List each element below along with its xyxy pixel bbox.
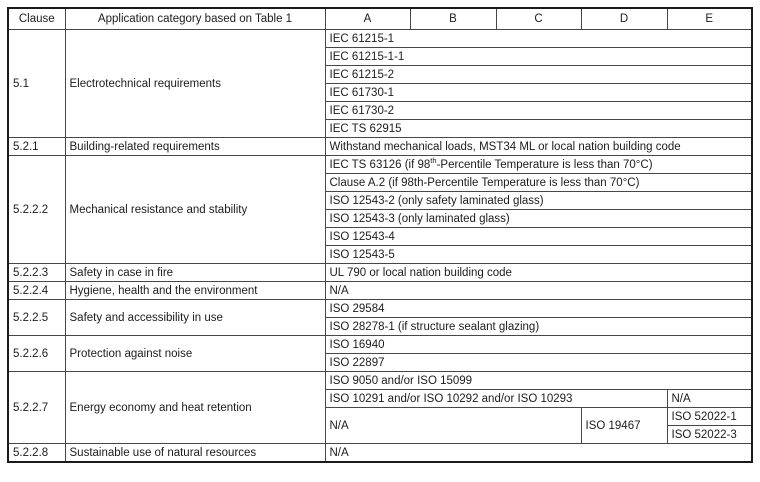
standard-cell: ISO 12543-2 (only safety laminated glass… <box>324 191 753 210</box>
standard-cell: IEC 61215-1-1 <box>324 47 753 66</box>
header-category: Application category based on Table 1 <box>64 7 326 30</box>
table-row: IEC TS 62915 <box>8 119 753 138</box>
standard-cell: IEC 61215-2 <box>324 65 753 84</box>
table-row: ISO 12543-4 <box>8 227 753 246</box>
standard-cell: ISO 28278-1 (if structure sealant glazin… <box>324 317 753 336</box>
category-cell-electrotechnical: Electrotechnical requirements <box>64 29 326 138</box>
table-row: ISO 12543-2 (only safety laminated glass… <box>8 191 753 210</box>
clause-cell-5-2-2-8: 5.2.2.8 <box>7 443 66 463</box>
clause-cell-5-2-2-7: 5.2.2.7 <box>7 371 66 444</box>
standard-cell-col-e: ISO 52022-1 <box>666 407 753 426</box>
table-row: 5.2.2.6 Protection against noise ISO 169… <box>7 335 753 372</box>
header-col-d: D <box>580 7 668 30</box>
superscript-th: th <box>430 155 437 165</box>
table-row: ISO 10291 and/or ISO 10292 and/or ISO 10… <box>8 389 753 408</box>
clause-cell-5-2-2-4: 5.2.2.4 <box>7 281 66 300</box>
table-row: ISO 52022-3 <box>8 425 753 444</box>
header-col-b: B <box>409 7 497 30</box>
table-row: 5.2.2.7 Energy economy and heat retentio… <box>7 371 753 444</box>
standard-cell: ISO 22897 <box>324 353 753 372</box>
category-cell-building: Building-related requirements <box>64 137 326 156</box>
na-cell: N/A <box>324 281 753 300</box>
standard-cell: Withstand mechanical loads, MST34 ML or … <box>324 137 753 156</box>
table-row: N/A ISO 19467 ISO 52022-1 <box>8 407 753 444</box>
standard-cell: ISO 16940 <box>324 335 753 354</box>
table-row: 5.1 Electrotechnical requirements IEC 61… <box>7 29 753 138</box>
category-cell-mechanical: Mechanical resistance and stability <box>64 155 326 264</box>
standards-table: Clause Application category based on Tab… <box>7 7 753 463</box>
table-row: 5.2.2.2 Mechanical resistance and stabil… <box>7 155 753 264</box>
table-row: 5.2.2.4 Hygiene, health and the environm… <box>7 281 753 300</box>
clause-cell-5-2-2-3: 5.2.2.3 <box>7 263 66 282</box>
standard-cell: IEC TS 63126 (if 98th-Percentile Tempera… <box>324 155 753 174</box>
header-col-a: A <box>324 7 411 30</box>
na-cell: N/A <box>324 443 753 463</box>
standard-cell: ISO 10291 and/or ISO 10292 and/or ISO 10… <box>324 389 668 408</box>
standard-cell: IEC 61730-1 <box>324 83 753 102</box>
clause-cell-5-1: 5.1 <box>7 29 66 138</box>
category-cell-fire: Safety in case in fire <box>64 263 326 282</box>
page: Clause Application category based on Tab… <box>7 7 753 463</box>
table-row: ISO 12543-3 (only laminated glass) <box>8 209 753 228</box>
category-cell-energy: Energy economy and heat retention <box>64 371 326 444</box>
na-cell-col-e: N/A <box>666 389 753 408</box>
standard-cell: IEC 61730-2 <box>324 101 753 120</box>
table-row: 5.2.2.3 Safety in case in fire UL 790 or… <box>7 263 753 282</box>
table-row: 5.2.1 Building-related requirements With… <box>7 137 753 156</box>
table-row: 5.2.2.5 Safety and accessibility in use … <box>7 299 753 336</box>
table-row: 5.2.2.8 Sustainable use of natural resou… <box>7 443 753 463</box>
clause-cell-5-2-2-2: 5.2.2.2 <box>7 155 66 264</box>
clause-cell-5-2-2-6: 5.2.2.6 <box>7 335 66 372</box>
standard-cell: IEC 61215-1 <box>324 29 753 48</box>
standard-cell: ISO 12543-3 (only laminated glass) <box>324 209 753 228</box>
na-cell-cols-abc: N/A <box>324 407 582 444</box>
standard-cell: Clause A.2 (if 98th-Percentile Temperatu… <box>324 173 753 192</box>
standard-cell-col-d: ISO 19467 <box>580 407 668 444</box>
category-cell-noise: Protection against noise <box>64 335 326 372</box>
standard-cell-col-e: ISO 52022-3 <box>666 425 753 444</box>
clause-cell-5-2-1: 5.2.1 <box>7 137 66 156</box>
header-col-e: E <box>666 7 753 30</box>
standard-cell: ISO 9050 and/or ISO 15099 <box>324 371 753 390</box>
category-cell-sustainable: Sustainable use of natural resources <box>64 443 326 463</box>
header-col-c: C <box>495 7 582 30</box>
category-cell-hygiene: Hygiene, health and the environment <box>64 281 326 300</box>
standard-cell: UL 790 or local nation building code <box>324 263 753 282</box>
header-clause: Clause <box>7 7 66 30</box>
standard-cell: ISO 12543-4 <box>324 227 753 246</box>
standard-text-suffix: -Percentile Temperature is less than 70°… <box>436 158 653 171</box>
header-row: Clause Application category based on Tab… <box>7 7 753 30</box>
standard-cell: ISO 12543-5 <box>324 245 753 264</box>
standard-cell: IEC TS 62915 <box>324 119 753 138</box>
standard-text-prefix: IEC TS 63126 (if 98 <box>329 158 431 171</box>
category-cell-accessibility: Safety and accessibility in use <box>64 299 326 336</box>
clause-cell-5-2-2-5: 5.2.2.5 <box>7 299 66 336</box>
standard-cell: ISO 29584 <box>324 299 753 318</box>
